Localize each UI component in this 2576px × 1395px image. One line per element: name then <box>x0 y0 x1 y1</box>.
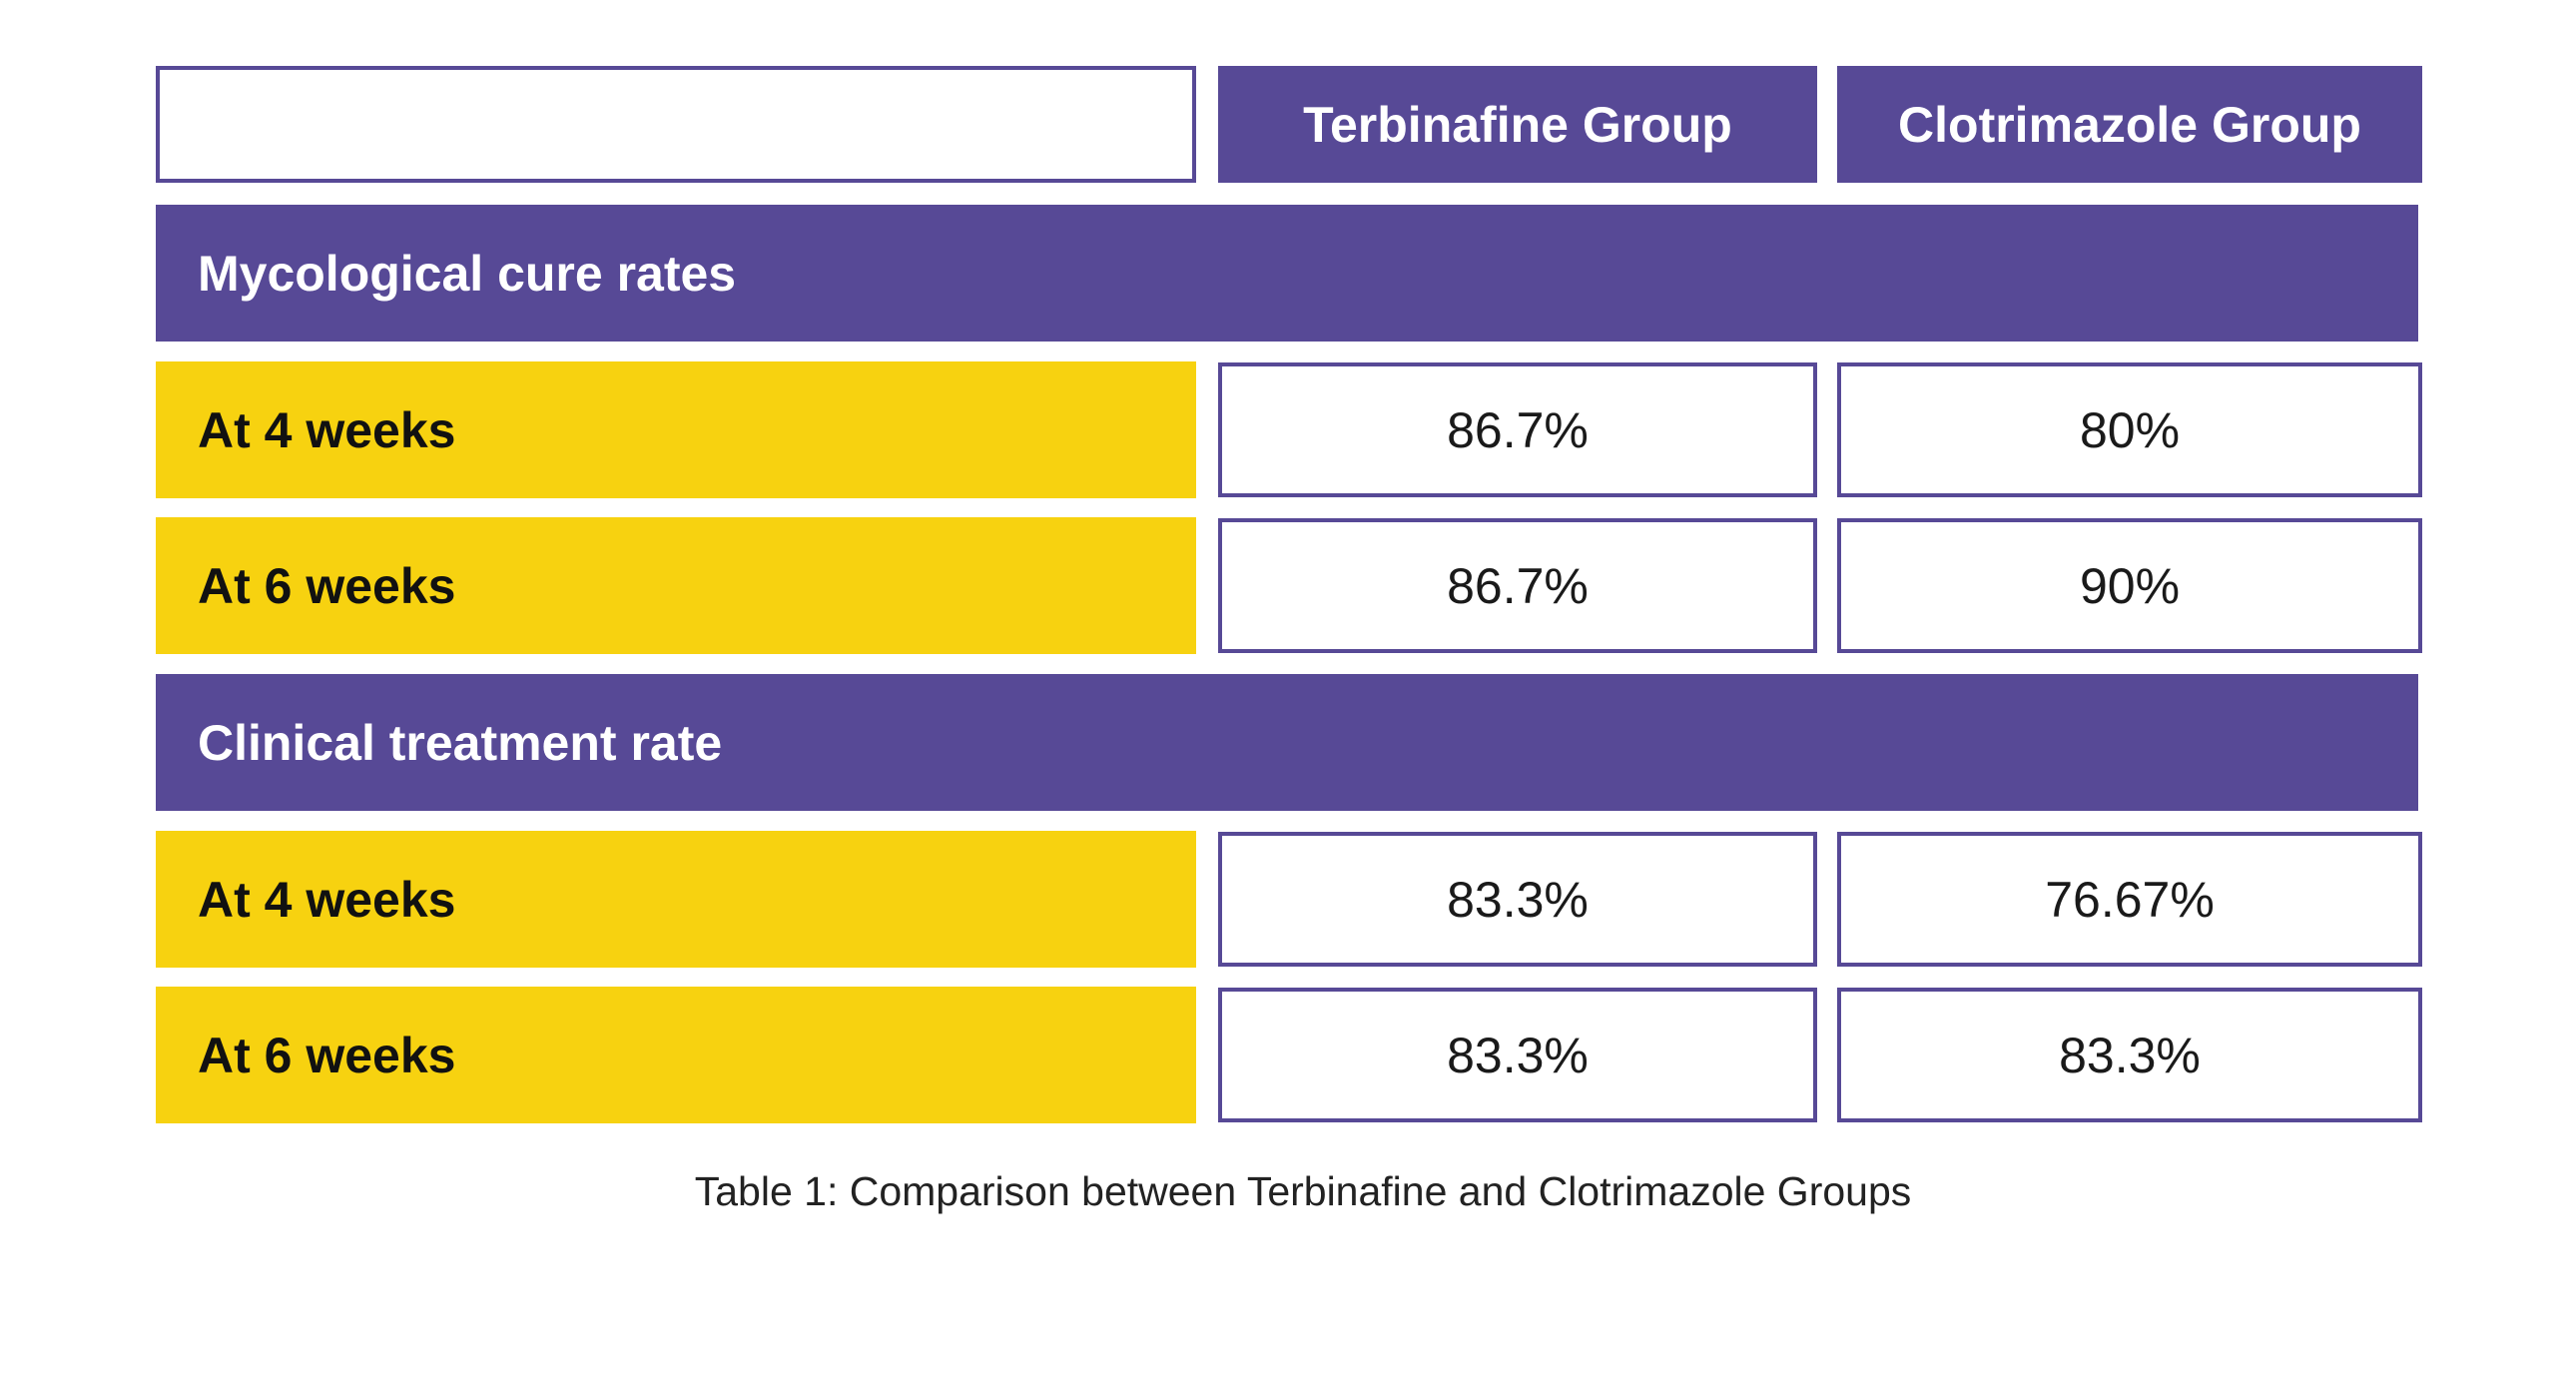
row-label-myco-4-weeks: At 4 weeks <box>156 361 1196 498</box>
header-empty-cell <box>156 66 1196 183</box>
row-label-myco-6-weeks: At 6 weeks <box>156 517 1196 654</box>
section-header-mycological: Mycological cure rates <box>156 205 2418 342</box>
value-myco-6-weeks-clotrimazole: 90% <box>1837 518 2422 653</box>
row-label-clinical-6-weeks: At 6 weeks <box>156 987 1196 1123</box>
table-caption: Table 1: Comparison between Terbinafine … <box>694 1168 1912 1214</box>
column-header-terbinafine: Terbinafine Group <box>1218 66 1817 183</box>
value-clinical-6-weeks-terbinafine: 83.3% <box>1218 988 1817 1122</box>
value-clinical-4-weeks-terbinafine: 83.3% <box>1218 832 1817 967</box>
value-myco-4-weeks-terbinafine: 86.7% <box>1218 362 1817 497</box>
value-myco-6-weeks-terbinafine: 86.7% <box>1218 518 1817 653</box>
value-clinical-6-weeks-clotrimazole: 83.3% <box>1837 988 2422 1122</box>
value-myco-4-weeks-clotrimazole: 80% <box>1837 362 2422 497</box>
section-header-clinical: Clinical treatment rate <box>156 674 2418 811</box>
column-header-clotrimazole: Clotrimazole Group <box>1837 66 2422 183</box>
row-label-clinical-4-weeks: At 4 weeks <box>156 831 1196 968</box>
value-clinical-4-weeks-clotrimazole: 76.67% <box>1837 832 2422 967</box>
